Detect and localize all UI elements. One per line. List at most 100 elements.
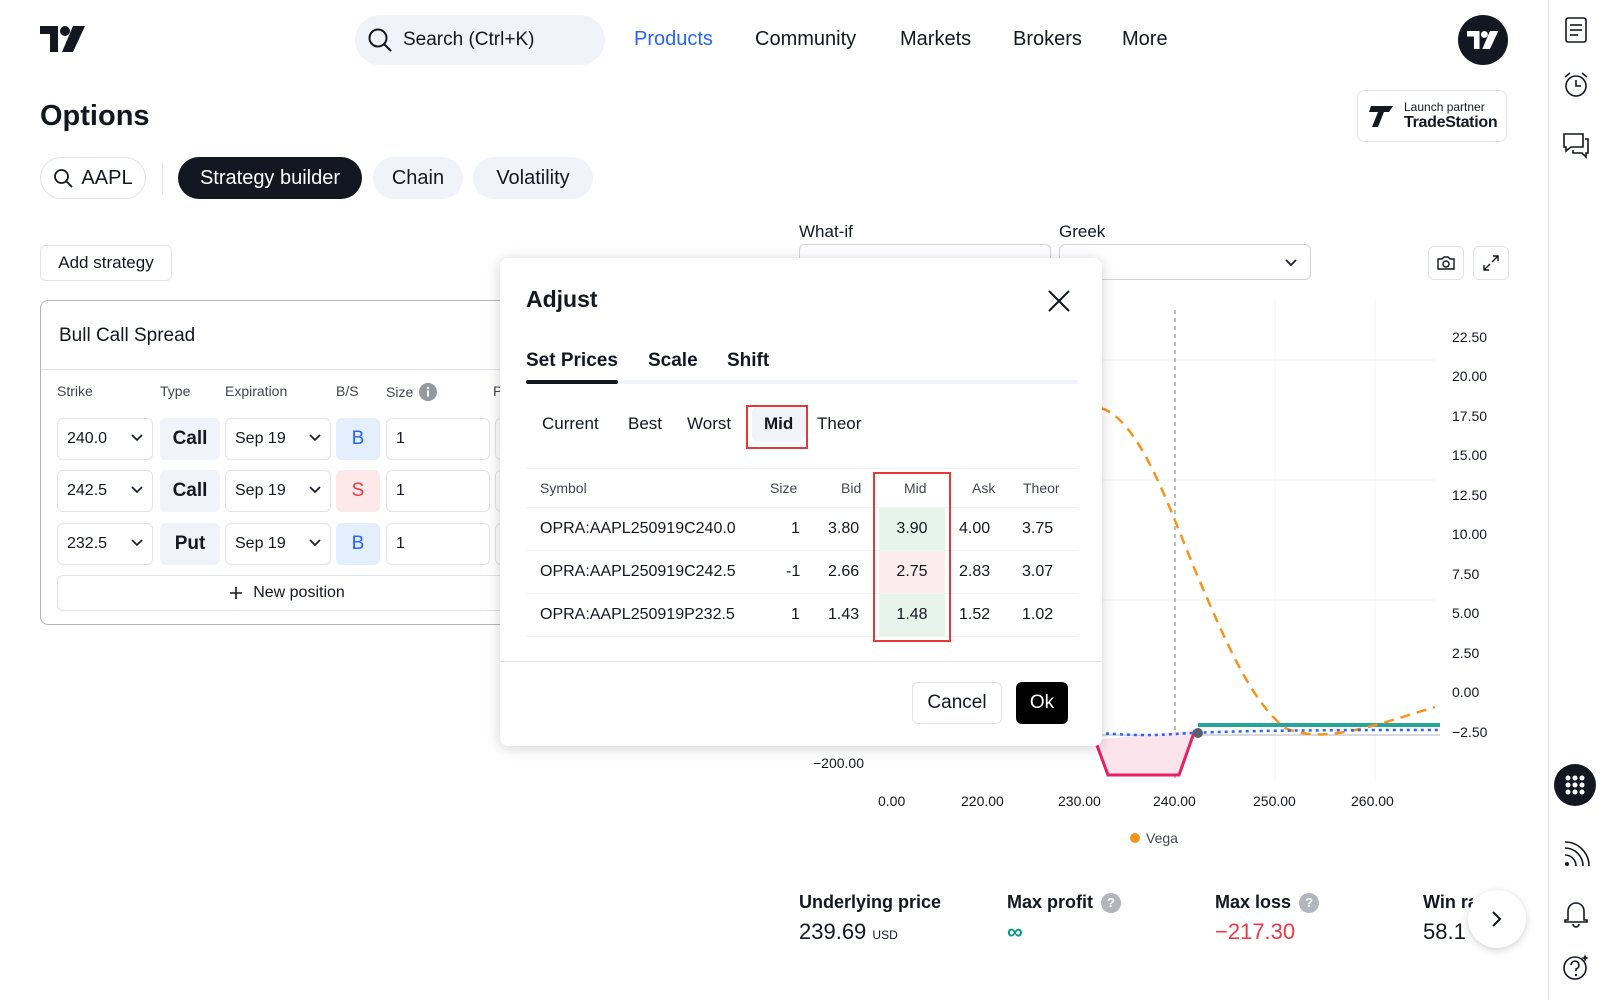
symbol-search-button[interactable]: AAPL xyxy=(40,157,146,199)
signal-feed-icon[interactable] xyxy=(1561,840,1591,870)
metric-max-loss: Max loss? −217.30 xyxy=(1215,892,1320,945)
right-tick: 17.50 xyxy=(1452,408,1487,424)
leg-3-expiration-select[interactable]: Sep 19 xyxy=(225,523,331,565)
row-1-bid: 3.80 xyxy=(828,520,860,537)
col-price: P xyxy=(493,383,503,399)
nav-products[interactable]: Products xyxy=(634,28,713,50)
leg-2-expiration-select[interactable]: Sep 19 xyxy=(225,470,331,512)
payoff-chart[interactable]: 22.50 20.00 17.50 15.00 12.50 10.00 7.50… xyxy=(795,300,1545,860)
info-icon[interactable] xyxy=(419,383,438,401)
close-icon[interactable] xyxy=(1046,288,1072,314)
leg-1-expiration: Sep 19 xyxy=(235,430,286,447)
ok-button[interactable]: Ok xyxy=(1016,682,1068,724)
current-price-marker xyxy=(1193,728,1203,738)
partner-label: Launch partner xyxy=(1404,100,1485,114)
leg-1-expiration-select[interactable]: Sep 19 xyxy=(225,418,331,460)
row-2-symbol: OPRA:AAPL250919C242.5 xyxy=(540,563,736,580)
tradestation-logo-icon xyxy=(1369,106,1393,127)
tab-scale[interactable]: Scale xyxy=(648,350,698,371)
underlying-label: Underlying price xyxy=(799,892,942,912)
mode-current[interactable]: Current xyxy=(542,414,599,433)
row-1-symbol: OPRA:AAPL250919C240.0 xyxy=(540,520,736,537)
col-mid: Mid xyxy=(904,480,927,496)
whatif-label: What-if xyxy=(799,222,853,241)
cancel-button[interactable]: Cancel xyxy=(912,682,1002,724)
grid-icon xyxy=(1565,775,1585,795)
nav-brokers[interactable]: Brokers xyxy=(1013,28,1082,50)
chevron-down-icon xyxy=(309,486,321,494)
mode-theor[interactable]: Theor xyxy=(817,414,862,433)
leg-1-side-button[interactable]: B xyxy=(336,418,380,460)
col-bid: Bid xyxy=(841,480,862,496)
chat-icon[interactable] xyxy=(1561,130,1591,160)
leg-3-type-button[interactable]: Put xyxy=(160,523,220,565)
nav-community[interactable]: Community xyxy=(755,28,857,50)
max-loss-value: −217.30 xyxy=(1215,919,1296,944)
x-tick: 240.00 xyxy=(1153,793,1196,809)
search-box[interactable]: Search (Ctrl+K) xyxy=(355,15,605,65)
leg-1-strike: 240.0 xyxy=(67,430,108,447)
tab-set-prices[interactable]: Set Prices xyxy=(526,350,618,371)
launch-partner-badge[interactable]: Launch partner TradeStation xyxy=(1357,90,1507,142)
expand-icon xyxy=(1483,255,1499,271)
col-ask: Ask xyxy=(972,480,996,496)
toolbar-divider xyxy=(162,162,163,194)
dialog-footer-divider xyxy=(500,661,1102,662)
fullscreen-button[interactable] xyxy=(1473,246,1509,280)
leg-3-size-input[interactable]: 1 xyxy=(386,523,490,565)
leg-2-strike-select[interactable]: 242.5 xyxy=(57,470,153,512)
tab-track xyxy=(526,380,1078,384)
tradingview-logo[interactable] xyxy=(40,24,86,54)
watchlist-icon[interactable] xyxy=(1561,15,1591,45)
leg-1-type-button[interactable]: Call xyxy=(160,418,220,460)
row-3-mid[interactable]: 1.48 xyxy=(879,594,945,636)
leg-2-side-button[interactable]: S xyxy=(336,470,380,512)
tab-indicator xyxy=(526,380,618,384)
max-loss-label: Max loss xyxy=(1215,892,1292,912)
leg-1-strike-select[interactable]: 240.0 xyxy=(57,418,153,460)
underlying-unit: USD xyxy=(872,928,898,942)
nav-markets[interactable]: Markets xyxy=(900,28,972,50)
tab-shift[interactable]: Shift xyxy=(727,350,770,371)
right-tick: 0.00 xyxy=(1452,684,1479,700)
chevron-down-icon xyxy=(131,434,143,442)
leg-2-size-input[interactable]: 1 xyxy=(386,470,490,512)
alarm-clock-icon[interactable] xyxy=(1561,70,1591,100)
screenshot-button[interactable] xyxy=(1428,246,1464,280)
mode-best[interactable]: Best xyxy=(628,414,663,433)
nav-more[interactable]: More xyxy=(1122,28,1168,50)
apps-button[interactable] xyxy=(1554,764,1596,806)
add-strategy-button[interactable]: Add strategy xyxy=(40,245,172,281)
help-icon[interactable]: ? xyxy=(1299,892,1320,913)
leg-3-strike-select[interactable]: 232.5 xyxy=(57,523,153,565)
leg-1-size-input[interactable]: 1 xyxy=(386,418,490,460)
table-divider xyxy=(526,593,1078,594)
row-2-bid: 2.66 xyxy=(828,563,860,580)
leg-2-type-button[interactable]: Call xyxy=(160,470,220,512)
help-sparkle-icon[interactable] xyxy=(1561,952,1591,982)
row-1-size: 1 xyxy=(791,520,800,537)
metrics-next-button[interactable] xyxy=(1468,890,1526,948)
max-profit-label: Max profit xyxy=(1007,892,1094,912)
row-2-mid[interactable]: 2.75 xyxy=(879,551,945,593)
row-1-mid[interactable]: 3.90 xyxy=(879,508,945,550)
leg-2-strike: 242.5 xyxy=(67,482,108,499)
mode-worst[interactable]: Worst xyxy=(687,414,732,433)
row-3-bid: 1.43 xyxy=(828,606,860,623)
tab-strategy-builder[interactable]: Strategy builder xyxy=(178,157,362,199)
search-icon xyxy=(54,169,74,188)
page-title: Options xyxy=(40,100,150,132)
help-icon[interactable]: ? xyxy=(1101,892,1122,913)
bell-icon[interactable] xyxy=(1561,898,1591,928)
metric-max-profit: Max profit? ∞ xyxy=(1007,892,1122,945)
new-position-button[interactable]: New position xyxy=(57,575,509,611)
chart-legend[interactable]: Vega xyxy=(1130,830,1178,846)
mode-mid[interactable]: Mid xyxy=(752,406,806,442)
leg-3-side-button[interactable]: B xyxy=(336,523,380,565)
tab-chain[interactable]: Chain xyxy=(373,157,463,199)
x-tick: 220.00 xyxy=(961,793,1004,809)
row-3-theor: 1.02 xyxy=(1022,606,1054,623)
col-size-label: Size xyxy=(386,384,414,400)
user-avatar[interactable] xyxy=(1458,15,1508,65)
tab-volatility[interactable]: Volatility xyxy=(473,157,593,199)
